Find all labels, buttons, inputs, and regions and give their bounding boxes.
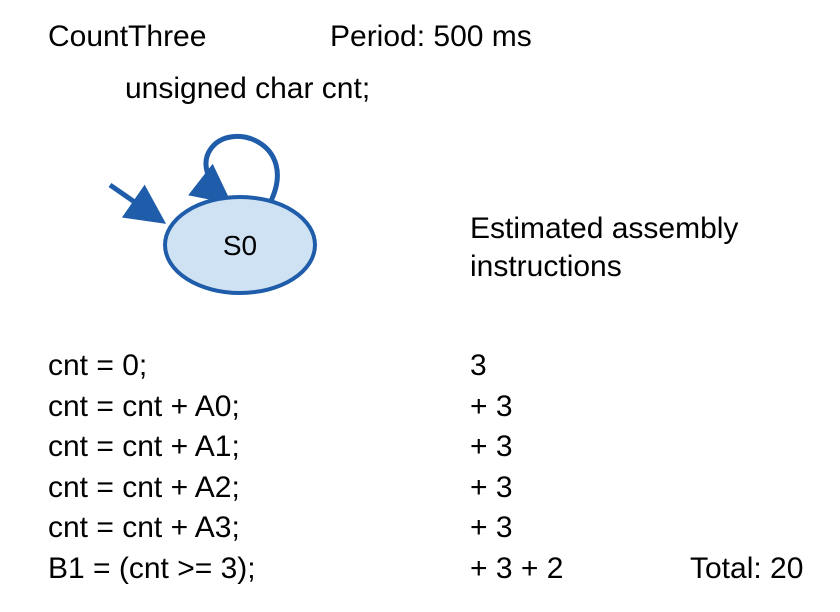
estimated-label-line1: Estimated assembly (470, 210, 738, 248)
instr-line: + 3 + 2 (470, 549, 563, 590)
instr-line: + 3 (470, 468, 563, 509)
state-label: S0 (223, 230, 257, 261)
instruction-column: 3 + 3 + 3 + 3 + 3 + 3 + 2 (470, 346, 563, 589)
instr-line: 3 (470, 346, 563, 387)
estimated-label-line2: instructions (470, 248, 738, 286)
title-text: CountThree (48, 20, 206, 54)
code-column: cnt = 0; cnt = cnt + A0; cnt = cnt + A1;… (48, 346, 256, 589)
state-diagram: S0 (100, 125, 360, 330)
declaration-text: unsigned char cnt; (125, 72, 370, 106)
instr-line: + 3 (470, 427, 563, 468)
instr-line: + 3 (470, 508, 563, 549)
entry-arrow (110, 185, 162, 221)
period-text: Period: 500 ms (330, 20, 532, 54)
code-line: cnt = cnt + A2; (48, 468, 256, 509)
total-text: Total: 20 (690, 552, 803, 586)
estimated-label: Estimated assembly instructions (470, 210, 738, 285)
self-loop-arrow (206, 136, 277, 203)
code-line: cnt = cnt + A0; (48, 387, 256, 428)
instr-line: + 3 (470, 387, 563, 428)
code-line: B1 = (cnt >= 3); (48, 549, 256, 590)
code-line: cnt = 0; (48, 346, 256, 387)
code-line: cnt = cnt + A1; (48, 427, 256, 468)
code-line: cnt = cnt + A3; (48, 508, 256, 549)
